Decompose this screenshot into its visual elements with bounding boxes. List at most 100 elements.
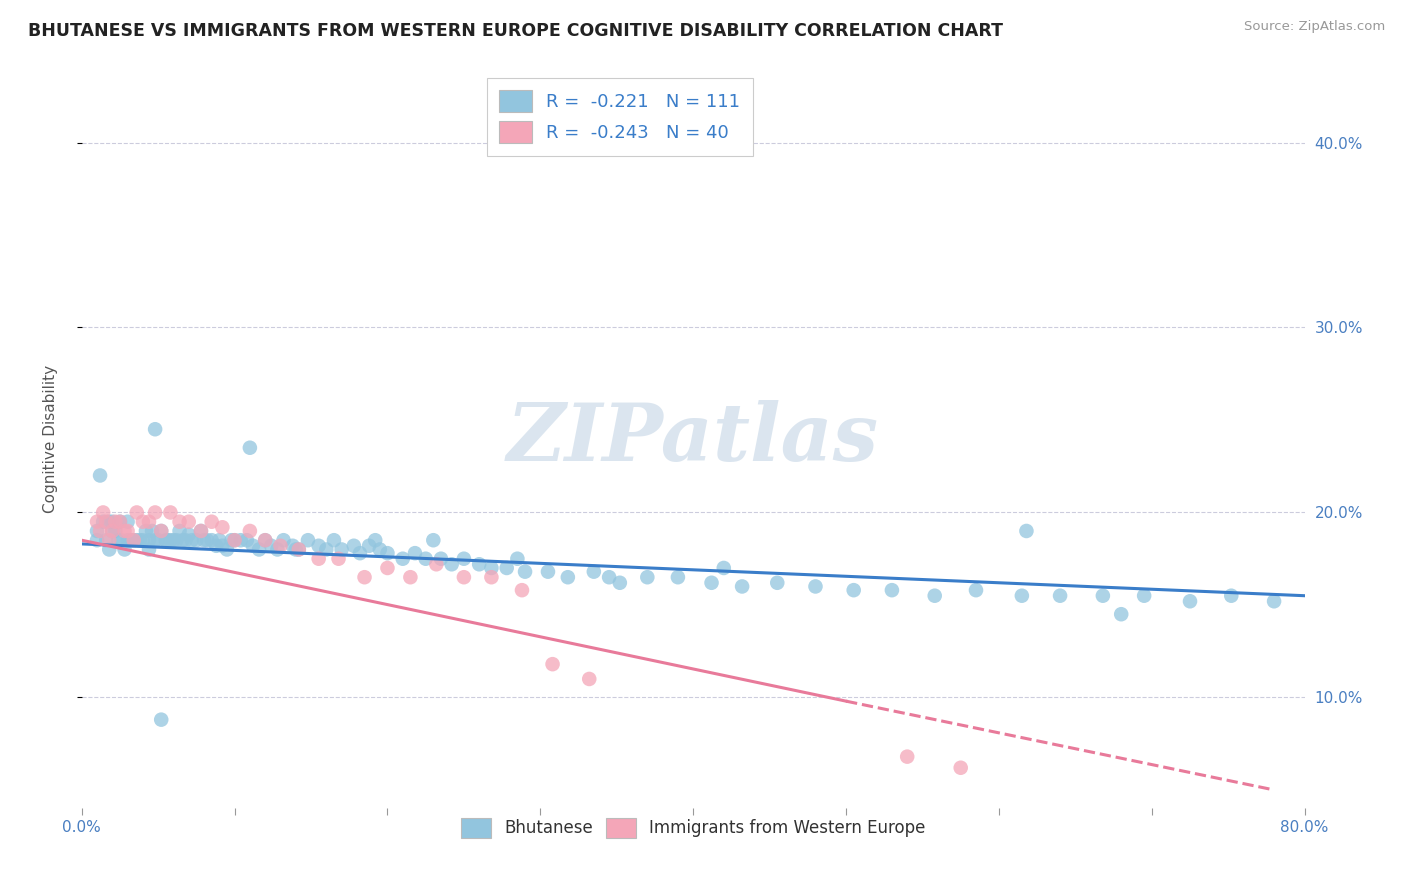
Point — [117, 524, 139, 538]
Point — [155, 533, 177, 548]
Point — [377, 561, 399, 575]
Point — [138, 515, 160, 529]
Point — [174, 533, 197, 548]
Point — [98, 542, 121, 557]
Point — [399, 570, 422, 584]
Point — [215, 542, 238, 557]
Point — [150, 713, 173, 727]
Point — [430, 551, 453, 566]
Point — [114, 524, 136, 538]
Point — [582, 565, 605, 579]
Point — [91, 515, 114, 529]
Point — [208, 533, 231, 548]
Point — [201, 533, 224, 548]
Point — [284, 542, 307, 557]
Point — [513, 565, 536, 579]
Text: Source: ZipAtlas.com: Source: ZipAtlas.com — [1244, 20, 1385, 33]
Point — [1015, 524, 1038, 538]
Point — [159, 506, 181, 520]
Point — [557, 570, 579, 584]
Point — [143, 422, 166, 436]
Point — [236, 533, 259, 548]
Point — [359, 539, 381, 553]
Point — [1011, 589, 1033, 603]
Point — [453, 570, 475, 584]
Point — [636, 570, 658, 584]
Point — [211, 520, 233, 534]
Point — [150, 524, 173, 538]
Point — [91, 506, 114, 520]
Point — [239, 524, 262, 538]
Text: ZIPatlas: ZIPatlas — [508, 400, 879, 477]
Point — [224, 533, 246, 548]
Point — [117, 533, 139, 548]
Point — [578, 672, 600, 686]
Y-axis label: Cognitive Disability: Cognitive Disability — [44, 365, 58, 513]
Point — [254, 533, 277, 548]
Point — [308, 551, 330, 566]
Point — [425, 558, 447, 572]
Point — [107, 533, 129, 548]
Point — [1263, 594, 1285, 608]
Point — [481, 561, 503, 575]
Point — [288, 542, 311, 557]
Point — [308, 539, 330, 553]
Point — [150, 524, 173, 538]
Point — [135, 524, 157, 538]
Point — [143, 533, 166, 548]
Point — [229, 533, 252, 548]
Point — [86, 515, 108, 529]
Point — [353, 570, 375, 584]
Point — [101, 524, 124, 538]
Point — [108, 515, 131, 529]
Point — [193, 533, 215, 548]
Point — [1133, 589, 1156, 603]
Point — [273, 533, 295, 548]
Point — [391, 551, 413, 566]
Point — [495, 561, 517, 575]
Point — [247, 542, 270, 557]
Legend: Bhutanese, Immigrants from Western Europe: Bhutanese, Immigrants from Western Europ… — [454, 811, 932, 845]
Point — [98, 533, 121, 548]
Point — [132, 533, 155, 548]
Point — [766, 575, 789, 590]
Point — [343, 539, 366, 553]
Point — [141, 524, 163, 538]
Point — [440, 558, 463, 572]
Point — [1178, 594, 1201, 608]
Point — [713, 561, 735, 575]
Point — [481, 570, 503, 584]
Point — [924, 589, 946, 603]
Point — [404, 546, 426, 560]
Point — [96, 533, 118, 548]
Point — [89, 524, 111, 538]
Point — [128, 533, 150, 548]
Point — [104, 524, 127, 538]
Point — [98, 515, 121, 529]
Point — [242, 539, 264, 553]
Point — [143, 506, 166, 520]
Point — [125, 533, 148, 548]
Point — [125, 506, 148, 520]
Point — [269, 539, 291, 553]
Point — [162, 533, 184, 548]
Point — [138, 533, 160, 548]
Point — [842, 583, 865, 598]
Point — [266, 542, 288, 557]
Point — [104, 515, 127, 529]
Point — [731, 579, 754, 593]
Point — [666, 570, 689, 584]
Point — [190, 524, 212, 538]
Point — [330, 542, 353, 557]
Point — [86, 524, 108, 538]
Point — [328, 551, 350, 566]
Point — [138, 542, 160, 557]
Point — [108, 515, 131, 529]
Point — [132, 515, 155, 529]
Point — [609, 575, 631, 590]
Point — [541, 657, 564, 672]
Point — [537, 565, 560, 579]
Point — [453, 551, 475, 566]
Point — [177, 527, 200, 541]
Point — [156, 533, 179, 548]
